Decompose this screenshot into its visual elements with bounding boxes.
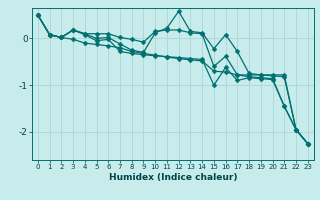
X-axis label: Humidex (Indice chaleur): Humidex (Indice chaleur) (108, 173, 237, 182)
